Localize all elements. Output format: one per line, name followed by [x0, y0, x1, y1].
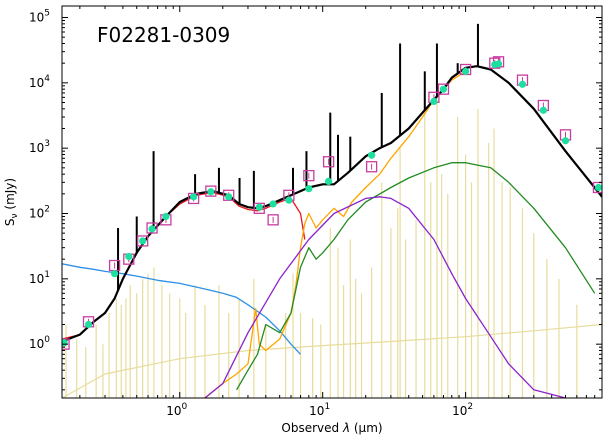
- axes-layer: 100 101 102 100 101 102 103 104 105: [29, 6, 603, 418]
- model-point: [594, 183, 602, 192]
- observed-point: [146, 222, 158, 234]
- plot-frame: [61, 5, 603, 399]
- series-layer: [62, 23, 602, 398]
- x-tick-label: 102: [452, 402, 473, 418]
- model-point: [430, 97, 438, 105]
- model-point: [285, 196, 293, 204]
- model-point: [139, 237, 147, 245]
- series-agn-torus: [204, 70, 466, 398]
- model-point: [439, 85, 448, 93]
- observed-point: [365, 161, 378, 173]
- model-point: [84, 320, 93, 329]
- chart-title: F02281-0309: [97, 23, 230, 47]
- model-point: [225, 193, 233, 201]
- y-tick-label: 103: [29, 139, 50, 155]
- model-point: [207, 188, 215, 196]
- model-point: [494, 60, 503, 68]
- model-point: [190, 193, 198, 201]
- series-cold-dust: [236, 162, 596, 391]
- x-axis-label: Observed λ (μm): [281, 421, 382, 435]
- y-tick-label: 100: [29, 335, 50, 351]
- x-tick-label: 100: [166, 402, 187, 418]
- model-point: [368, 151, 376, 159]
- observed-point: [303, 169, 315, 182]
- x-tick-label: 101: [309, 402, 330, 418]
- model-point: [255, 203, 263, 211]
- model-point: [539, 106, 547, 114]
- model-point: [269, 200, 277, 208]
- y-tick-label: 101: [29, 270, 50, 286]
- model-point: [518, 80, 527, 88]
- model-point: [325, 177, 333, 186]
- observed-point: [267, 214, 279, 226]
- model-point: [561, 137, 570, 145]
- observed-point: [592, 181, 602, 194]
- observed-point: [322, 156, 335, 168]
- model-point: [110, 270, 119, 278]
- model-point: [462, 67, 470, 75]
- template-spectrum-layer: [62, 92, 602, 398]
- observed-point: [437, 83, 450, 95]
- points-layer: [62, 56, 602, 350]
- y-tick-label: 104: [29, 74, 50, 90]
- observed-point: [62, 338, 70, 350]
- y-tick-label: 105: [29, 9, 50, 25]
- series-stellar-unattenuated: [62, 263, 301, 355]
- observed-point: [205, 185, 217, 197]
- model-point: [125, 252, 133, 261]
- model-point: [162, 212, 170, 221]
- series-hot-dust: [204, 196, 566, 398]
- y-axis-label: Sν (mJy): [3, 178, 20, 226]
- model-point: [148, 225, 156, 233]
- y-tick-label: 102: [29, 205, 50, 221]
- model-point: [305, 185, 313, 193]
- observed-point: [136, 235, 149, 247]
- observed-point: [253, 202, 265, 214]
